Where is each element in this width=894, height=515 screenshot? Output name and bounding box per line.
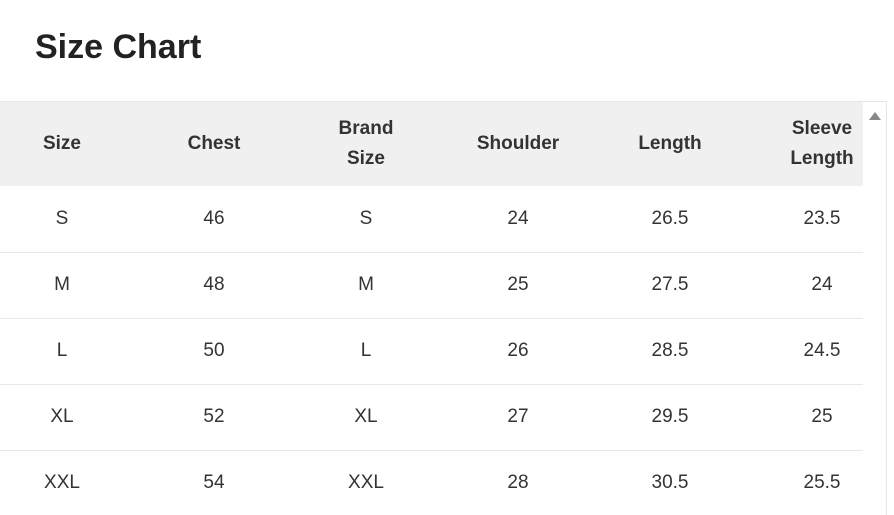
scroll-up-arrow-icon[interactable]	[869, 112, 881, 120]
table-cell: 25	[507, 274, 529, 295]
table-row: S 46 S 24 26.5 23.5	[0, 186, 886, 252]
table-cell: 27.5	[651, 274, 689, 295]
column-header: Chest	[187, 133, 241, 154]
table-header-row: Size Chest Brand Size Shoulder Length Sleeve …	[0, 102, 886, 186]
table-cell: 28	[507, 472, 529, 493]
table-cell: 25	[811, 406, 833, 427]
table-cell: 29.5	[651, 406, 689, 427]
table-cell: 48	[203, 274, 225, 295]
column-header: Shoulder	[476, 133, 560, 154]
table-cell: L	[56, 340, 68, 361]
column-header: Size	[42, 133, 82, 154]
table-cell: XL	[354, 406, 378, 427]
table-cell: 26.5	[651, 207, 689, 229]
size-chart-table-container: Size Chest Brand Size Shoulder Length Sleeve …	[0, 101, 887, 515]
table-cell: 30.5	[651, 472, 689, 493]
table-cell: S	[55, 207, 69, 229]
table-cell: XL	[50, 406, 74, 427]
table-cell: 50	[203, 340, 225, 361]
table-cell: 24.5	[803, 340, 841, 361]
table-cell: 46	[203, 207, 225, 229]
table-cell: 28.5	[651, 340, 689, 361]
table-cell: 23.5	[803, 207, 841, 229]
table-cell: 27	[507, 406, 529, 427]
table-row: XL 52 XL 27 29.5 25	[0, 384, 886, 450]
table-cell: M	[54, 274, 70, 295]
table-cell: 24	[811, 274, 833, 295]
table-row: XXL 54 XXL 28 30.5 25.5	[0, 450, 886, 515]
table-cell: 52	[203, 406, 225, 427]
column-header: Sleeve Length	[790, 118, 854, 169]
size-chart-table: Size Chest Brand Size Shoulder Length Sleeve …	[0, 102, 886, 515]
column-header: Length	[638, 133, 702, 154]
table-cell: 26	[507, 340, 529, 361]
vertical-scrollbar[interactable]	[863, 102, 886, 515]
table-cell: L	[360, 340, 372, 361]
table-cell: S	[359, 207, 373, 229]
page-title: Size Chart	[35, 28, 202, 66]
table-row: L 50 L 26 28.5 24.5	[0, 318, 886, 384]
table-cell: XXL	[44, 472, 80, 493]
table-cell: 25.5	[803, 472, 841, 493]
column-header: Brand Size	[338, 118, 394, 169]
table-cell: 54	[203, 472, 225, 493]
table-cell: XXL	[348, 472, 384, 493]
table-row: M 48 M 25 27.5 24	[0, 252, 886, 318]
table-cell: 24	[507, 207, 529, 229]
table-cell: M	[358, 274, 374, 295]
